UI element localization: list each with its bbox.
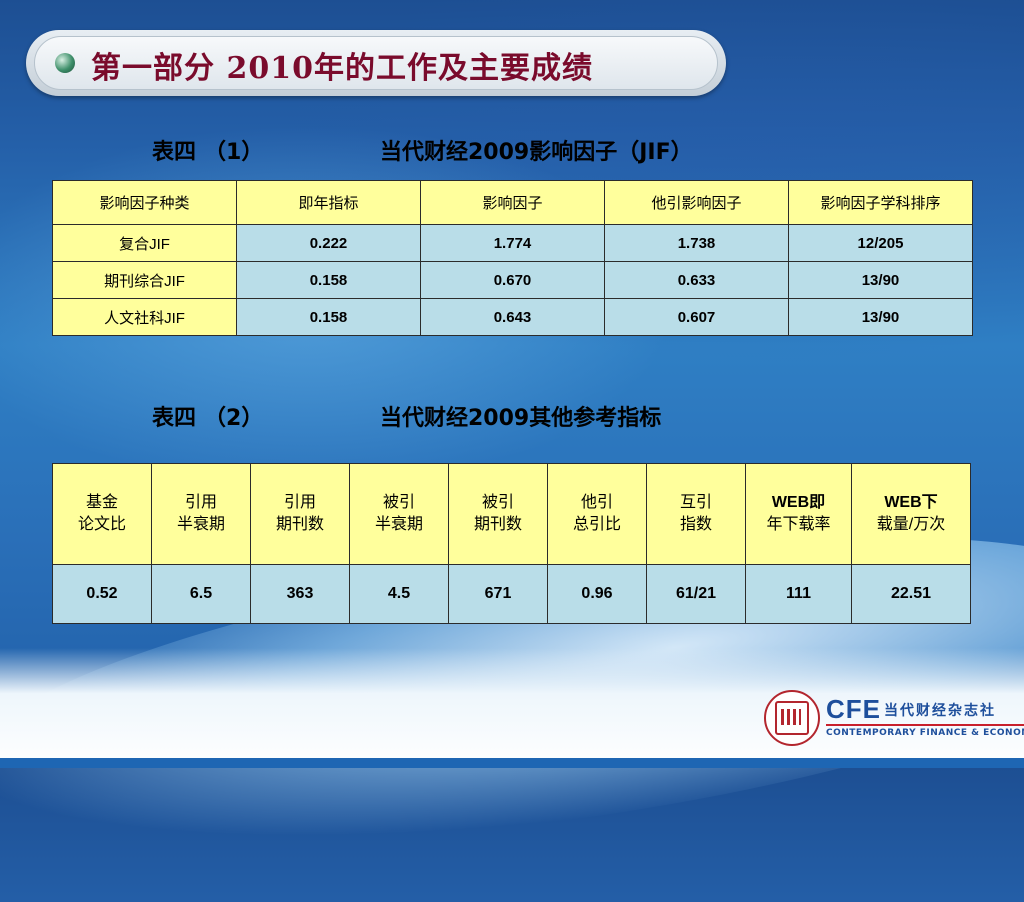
- table-header-row: 基金论文比 引用半衰期 引用期刊数 被引半衰期 被引期刊数 他引总引比 互引指数…: [52, 463, 971, 565]
- title-banner: 第一部分 2010年的工作及主要成绩: [26, 30, 726, 96]
- table-cell: 13/90: [788, 261, 973, 299]
- table1-caption: 表四 （1） 当代财经2009影响因子（JIF）: [152, 134, 693, 166]
- column-header: 基金 论文比: [52, 463, 152, 565]
- header-line: 引用: [184, 494, 217, 511]
- table-cell: 0.643: [420, 298, 605, 336]
- header-line: 载量/万次: [876, 516, 946, 533]
- header-line: WEB下: [884, 494, 938, 511]
- table-cell: 363: [250, 564, 350, 624]
- table-cell: 0.158: [236, 298, 421, 336]
- table-cell: 0.222: [236, 224, 421, 262]
- table-cell: 1.738: [604, 224, 789, 262]
- column-header: 即年指标: [236, 180, 421, 225]
- table1-caption-num: （1）: [204, 140, 264, 165]
- seal-icon: [764, 690, 820, 746]
- logo-name-cn: 当代财经杂志社: [884, 703, 996, 719]
- table-cell: 111: [745, 564, 852, 624]
- title-banner-inner: 第一部分 2010年的工作及主要成绩: [34, 36, 718, 90]
- footer-line: [0, 758, 1024, 768]
- table-cell: 0.633: [604, 261, 789, 299]
- header-line: 半衰期: [176, 516, 225, 533]
- column-header: 他引影响因子: [604, 180, 789, 225]
- header-line: 引用: [283, 494, 316, 511]
- table-cell: 0.158: [236, 261, 421, 299]
- header-line: 总引比: [572, 516, 621, 533]
- header-line: 被引: [382, 494, 415, 511]
- table2-caption-label: 表四: [152, 406, 197, 431]
- table-cell: 671: [448, 564, 548, 624]
- column-header: 被引 期刊数: [448, 463, 548, 565]
- page-title: 第一部分 2010年的工作及主要成绩: [91, 51, 593, 86]
- column-header: 被引 半衰期: [349, 463, 449, 565]
- row-label: 人文社科JIF: [52, 298, 237, 336]
- header-line: WEB即: [771, 494, 826, 511]
- column-header: 他引 总引比: [547, 463, 647, 565]
- header-line: 年下载率: [766, 516, 831, 533]
- table1-caption-label: 表四: [152, 140, 197, 165]
- column-header: 引用 半衰期: [151, 463, 251, 565]
- table-row: 复合JIF 0.222 1.774 1.738 12/205: [52, 224, 973, 262]
- other-indicators-table: 基金论文比 引用半衰期 引用期刊数 被引半衰期 被引期刊数 他引总引比 互引指数…: [52, 463, 971, 624]
- table-row: 期刊综合JIF 0.158 0.670 0.633 13/90: [52, 261, 973, 299]
- column-header: 互引 指数: [646, 463, 746, 565]
- table-row: 0.52 6.5 363 4.5 671 0.96 61/21 111 22.5…: [52, 564, 971, 624]
- table-cell: 6.5: [151, 564, 251, 624]
- bullet-icon: [55, 53, 75, 73]
- header-line: 期刊数: [275, 516, 324, 533]
- table-header-row: 影响因子种类 即年指标 影响因子 他引影响因子 影响因子学科排序: [52, 180, 973, 225]
- table2-caption-desc: 当代财经2009其他参考指标: [380, 406, 662, 431]
- table1-caption-desc: 当代财经2009影响因子（JIF）: [380, 140, 693, 165]
- header-line: 期刊数: [473, 516, 522, 533]
- table-cell: 0.670: [420, 261, 605, 299]
- row-label: 复合JIF: [52, 224, 237, 262]
- row-label: 期刊综合JIF: [52, 261, 237, 299]
- table2-caption-num: （2）: [204, 406, 264, 431]
- logo-brand: CFE: [826, 694, 881, 724]
- table-cell: 1.774: [420, 224, 605, 262]
- column-header: WEB即年下载率: [745, 463, 852, 565]
- table-cell: 61/21: [646, 564, 746, 624]
- table-cell: 0.96: [547, 564, 647, 624]
- header-line: 他引: [580, 494, 613, 511]
- header-line: 指数: [679, 516, 712, 533]
- table-row: 人文社科JIF 0.158 0.643 0.607 13/90: [52, 298, 973, 336]
- table-cell: 12/205: [788, 224, 973, 262]
- header-line: 被引: [481, 494, 514, 511]
- header-line: 论文比: [77, 516, 126, 533]
- logo-name-en: CONTEMPORARY FINANCE & ECONOMICS: [826, 724, 1024, 738]
- table-cell: 0.607: [604, 298, 789, 336]
- impact-factor-table: 影响因子种类 即年指标 影响因子 他引影响因子 影响因子学科排序 复合JIF 0…: [52, 180, 973, 336]
- header-line: 互引: [679, 494, 712, 511]
- column-header: 影响因子种类: [52, 180, 237, 225]
- table-cell: 0.52: [52, 564, 152, 624]
- table-cell: 4.5: [349, 564, 449, 624]
- table-cell: 22.51: [851, 564, 971, 624]
- header-line: 半衰期: [374, 516, 423, 533]
- footer-band: [0, 648, 1024, 768]
- column-header: 引用 期刊数: [250, 463, 350, 565]
- column-header: WEB下载量/万次: [851, 463, 971, 565]
- table2-caption: 表四 （2） 当代财经2009其他参考指标: [152, 400, 661, 432]
- column-header: 影响因子学科排序: [788, 180, 973, 225]
- table-cell: 13/90: [788, 298, 973, 336]
- header-line: 基金: [85, 494, 118, 511]
- publisher-logo: CFE 当代财经杂志社 CONTEMPORARY FINANCE & ECONO…: [764, 690, 1024, 752]
- column-header: 影响因子: [420, 180, 605, 225]
